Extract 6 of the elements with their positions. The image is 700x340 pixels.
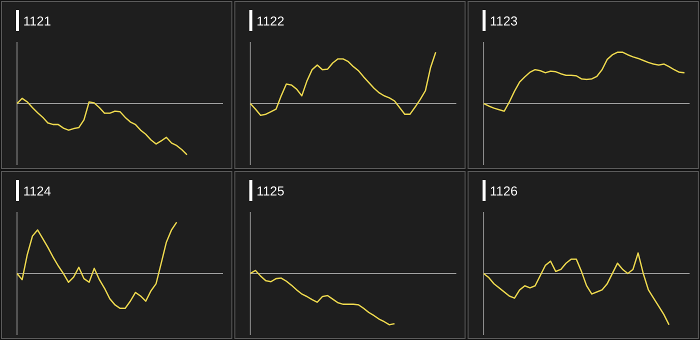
chart-title: 1122: [257, 16, 284, 26]
chart-title: 1124: [24, 186, 51, 196]
chart-title: 1126: [490, 186, 518, 196]
chart-title: 1123: [490, 16, 518, 26]
chart-title: 1121: [24, 16, 50, 26]
chart-title: 1125: [257, 186, 284, 196]
